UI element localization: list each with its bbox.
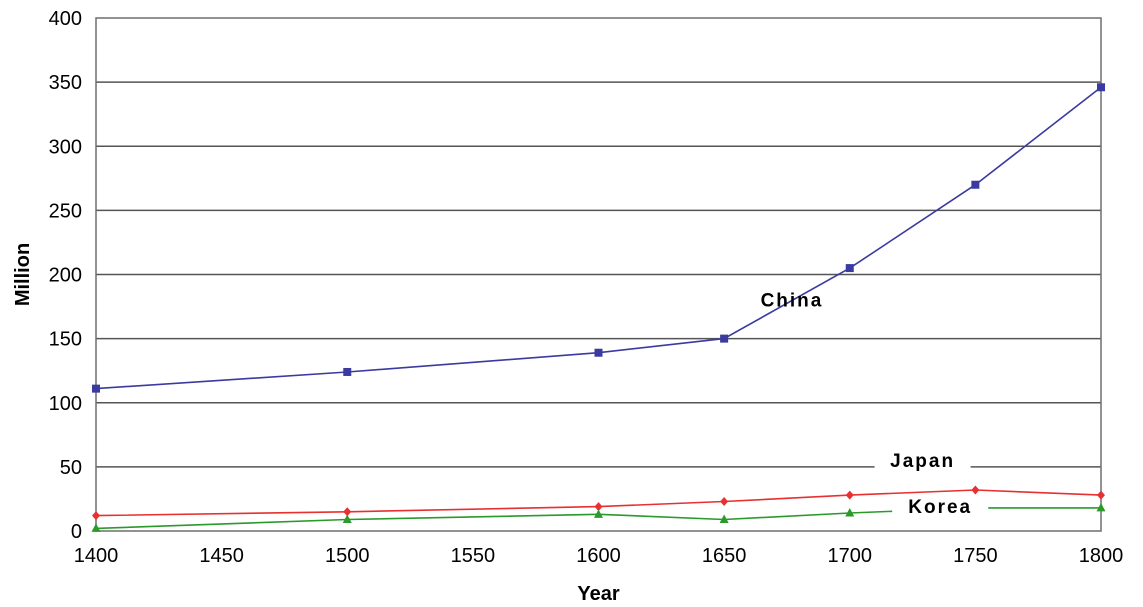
series-japan	[92, 485, 1105, 521]
y-tick-label: 150	[49, 329, 82, 351]
japan-point	[1097, 490, 1105, 500]
china-point	[845, 264, 854, 273]
y-tick-label: 100	[49, 393, 82, 415]
japan-point	[971, 485, 980, 495]
x-tick-label: 1450	[199, 545, 244, 567]
japan-point	[845, 490, 854, 500]
x-axis-ticks: 1400 1450 1500 1550 1600 1650 1700 1750 1800	[74, 545, 1124, 567]
china-point	[594, 348, 603, 357]
y-tick-label: 250	[49, 200, 82, 222]
series-labels: China Japan Korea	[761, 291, 989, 520]
x-tick-label: 1550	[451, 545, 496, 567]
x-tick-label: 1750	[953, 545, 998, 567]
series-group	[91, 83, 1106, 532]
china-point	[720, 334, 729, 343]
plot-area-frame	[95, 17, 1102, 532]
japan-point	[594, 502, 603, 512]
korea-point	[845, 508, 855, 517]
y-tick-label: 300	[49, 136, 82, 158]
x-axis-title: Year	[577, 583, 619, 605]
china-line	[95, 86, 1102, 390]
y-tick-label: 400	[49, 8, 82, 30]
x-tick-label: 1600	[576, 545, 621, 567]
x-tick-label: 1650	[702, 545, 747, 567]
label-background	[892, 495, 989, 520]
y-axis-title: Million	[12, 243, 34, 306]
korea-point	[1096, 502, 1106, 512]
series-china	[92, 83, 1105, 393]
china-point	[1097, 83, 1105, 92]
china-point	[92, 384, 100, 393]
series-label-china: China	[761, 291, 824, 312]
x-tick-label: 1700	[828, 545, 873, 567]
label-background	[874, 448, 971, 473]
japan-point	[720, 497, 729, 507]
korea-point	[719, 514, 729, 523]
grid-lines	[96, 81, 1101, 468]
china-point	[343, 367, 352, 376]
y-axis-ticks: 0 50 100 150 200 250 300 350 400	[49, 8, 82, 543]
japan-point	[343, 507, 352, 517]
y-tick-label: 50	[60, 457, 82, 479]
series-label-japan: Japan	[890, 451, 955, 472]
korea-point	[594, 509, 603, 518]
china-point	[971, 180, 980, 189]
y-tick-label: 200	[49, 265, 82, 287]
korea-point	[91, 523, 101, 532]
x-tick-label: 1800	[1079, 545, 1124, 567]
japan-point	[92, 511, 100, 521]
x-tick-label: 1500	[325, 545, 370, 567]
y-tick-label: 350	[49, 72, 82, 94]
series-label-korea: Korea	[908, 497, 972, 518]
korea-point	[342, 514, 352, 523]
x-tick-label: 1400	[74, 545, 119, 567]
y-tick-label: 0	[71, 521, 82, 543]
